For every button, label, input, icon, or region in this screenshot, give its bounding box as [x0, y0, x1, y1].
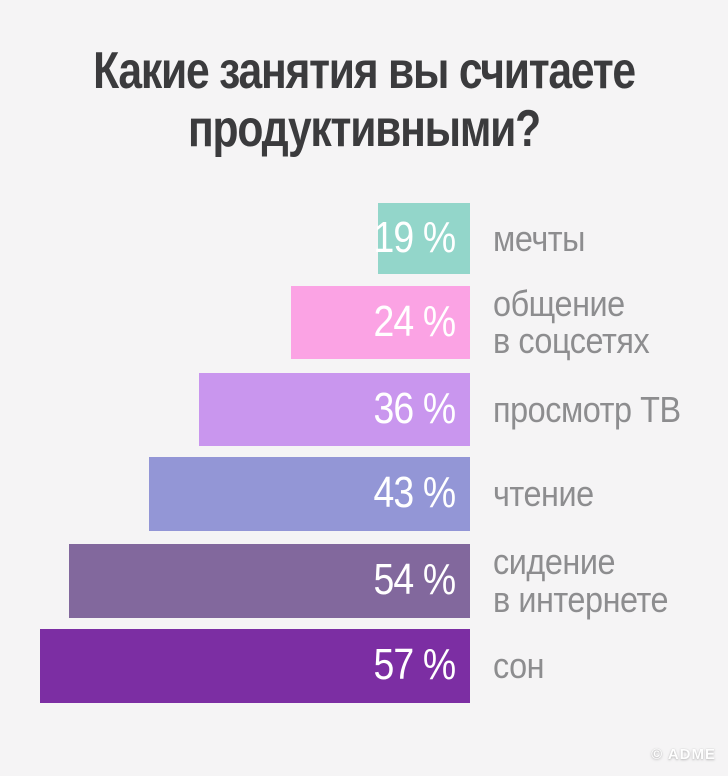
- bar-category-label: просмотр ТВ: [493, 388, 681, 430]
- bar-value-label: 24 %: [373, 296, 456, 346]
- bar-category-label: общение в соцсетях: [493, 282, 650, 362]
- chart-title-line1: Какие занятия вы считаете: [93, 42, 636, 100]
- chart-row-tv: 36 % просмотр ТВ: [0, 373, 728, 446]
- bar-segment: 24 %: [291, 286, 470, 359]
- bar-value-label: 19 %: [373, 212, 456, 262]
- chart-row-reading: 43 % чтение: [0, 457, 728, 531]
- bar-value-label: 43 %: [373, 468, 456, 517]
- bar-segment: 54 %: [69, 544, 470, 618]
- bar-category-label: сон: [493, 645, 545, 687]
- bar-category-label: сидение в интернете: [493, 541, 669, 620]
- bar-value-label: 36 %: [373, 383, 456, 433]
- bar-category-label: чтение: [493, 473, 594, 515]
- chart-row-social-media: 24 % общение в соцсетях: [0, 282, 728, 362]
- chart-row-internet: 54 % сидение в интернете: [0, 541, 728, 620]
- adme-watermark: © ADME: [651, 746, 716, 763]
- bar-value-label: 57 %: [373, 640, 456, 689]
- chart-row-dreams: 19 % мечты: [0, 203, 728, 274]
- bar-value-label: 54 %: [373, 555, 456, 604]
- chart-row-sleep: 57 % сон: [0, 629, 728, 703]
- bar-segment: 36 %: [199, 373, 470, 446]
- bar-category-label: мечты: [493, 217, 585, 259]
- chart-title-line2: продуктивными?: [187, 100, 541, 159]
- chart-title: Какие занятия вы считаете продуктивными?: [66, 42, 663, 158]
- bar-segment: 43 %: [149, 457, 470, 531]
- bar-segment: 57 %: [40, 629, 470, 703]
- bar-segment: 19 %: [373, 203, 470, 274]
